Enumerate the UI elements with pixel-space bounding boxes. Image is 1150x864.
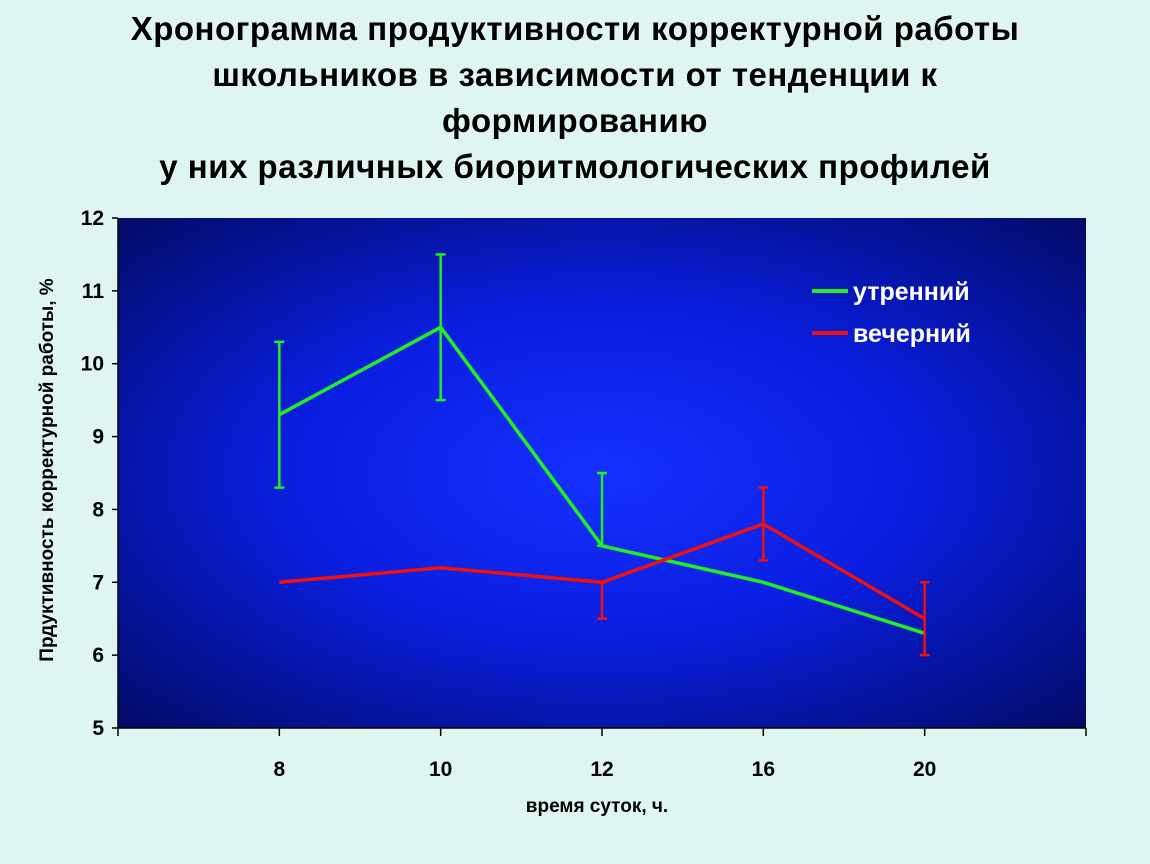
x-tick-label: 8 [273, 758, 285, 781]
chart-title-line: у них различных биоритмологических профи… [159, 148, 991, 185]
series-2 [279, 486, 930, 657]
y-tick-label: 8 [92, 498, 104, 521]
x-tick-label: 10 [429, 758, 452, 781]
x-axis-title: время суток, ч. [526, 796, 668, 817]
y-tick-label: 7 [92, 571, 104, 594]
axes: 5 6 7 8 9 10 11 12 8 10 12 16 20 [81, 207, 1087, 781]
chart-title-line: формированию [442, 102, 708, 139]
y-tick-label: 11 [82, 280, 105, 303]
legend: утренний вечерний [812, 278, 971, 348]
y-tick-label: 12 [81, 207, 104, 230]
series-1 [274, 253, 926, 635]
legend-item: вечерний [812, 320, 971, 348]
x-tick-label: 20 [913, 758, 936, 781]
series-line [279, 522, 926, 621]
y-tick-label: 6 [92, 644, 104, 667]
y-tick-label: 10 [81, 353, 104, 376]
x-tick-label: 16 [752, 758, 775, 781]
y-axis-title: Прдуктивность корректурной работы, % [37, 278, 58, 662]
series-line [278, 325, 926, 635]
chart-title-line: Хронограмма продуктивности корректурной … [130, 10, 1020, 47]
legend-label: утренний [853, 278, 970, 306]
chart-title: Хронограмма продуктивности корректурной … [0, 6, 1150, 190]
series-layer [274, 253, 930, 657]
legend-label: вечерний [853, 320, 971, 348]
legend-item: утренний [812, 278, 970, 306]
y-tick-label: 9 [92, 426, 104, 449]
x-tick-label: 12 [590, 758, 613, 781]
chart-title-line: школьников в зависимости от тенденции к [212, 56, 938, 93]
y-tick-label: 5 [92, 717, 104, 740]
